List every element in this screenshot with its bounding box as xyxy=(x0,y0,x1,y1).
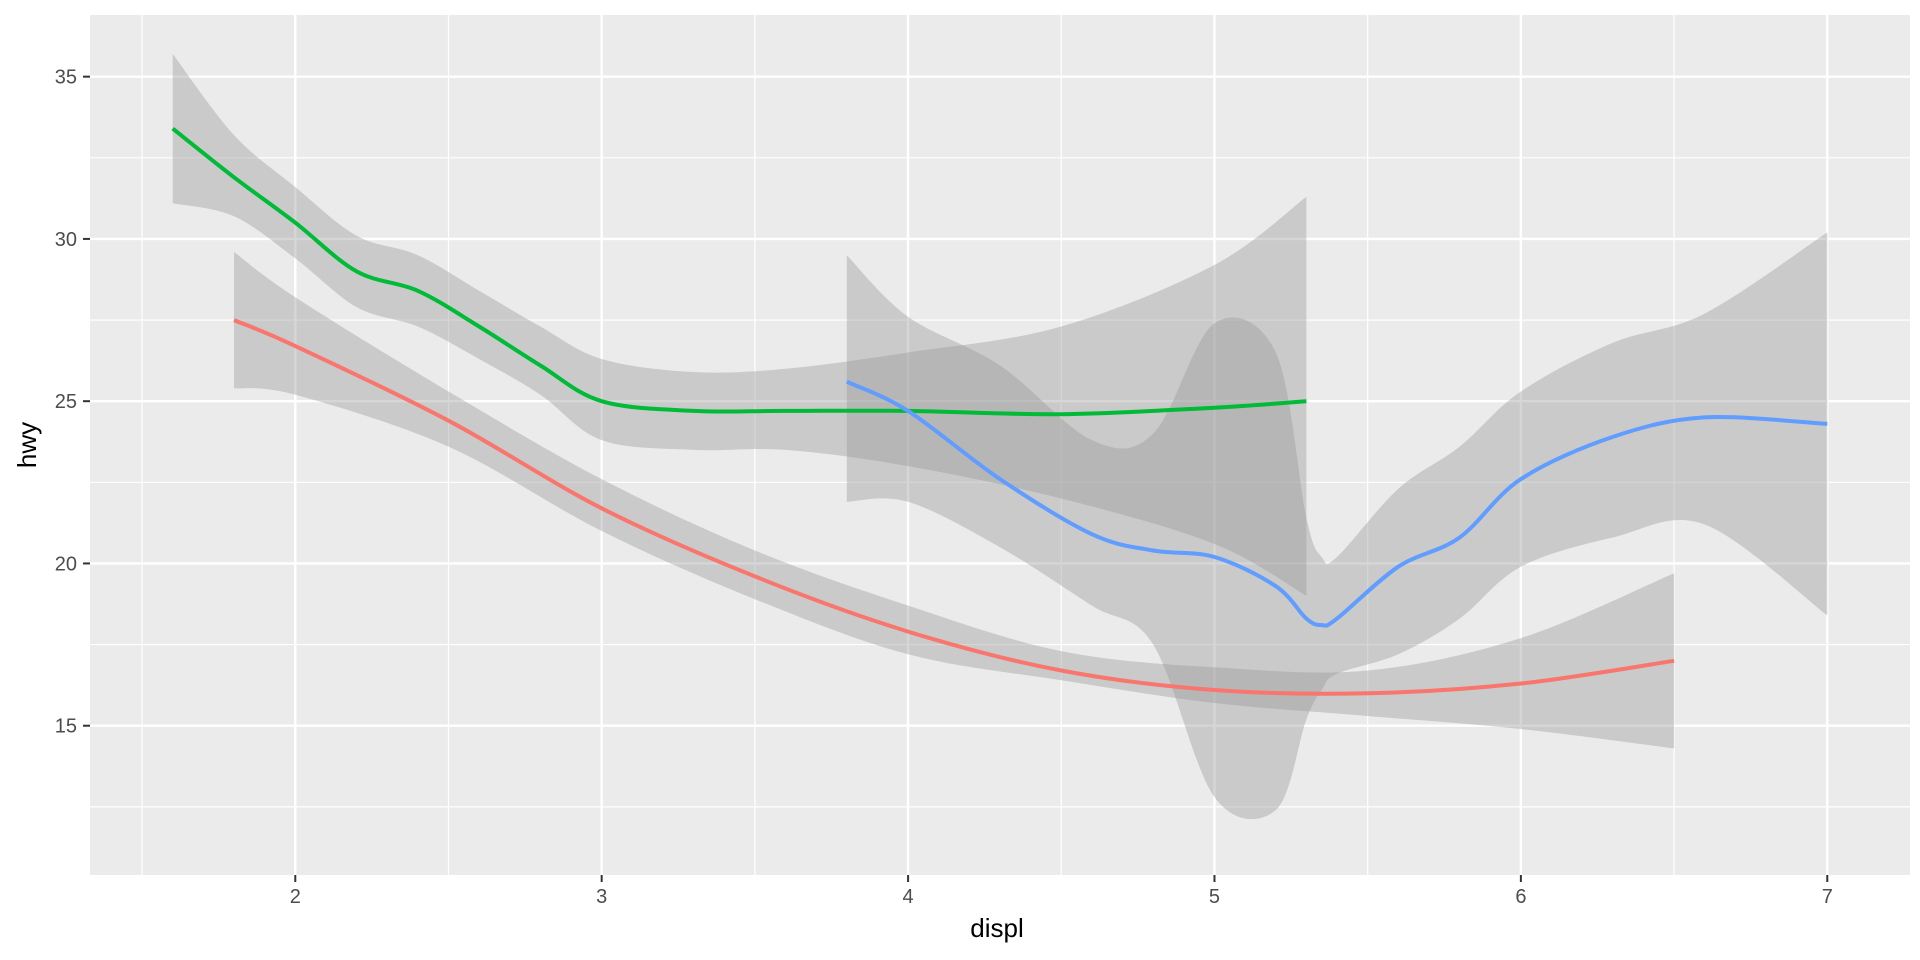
y-tick-label: 25 xyxy=(55,391,77,413)
smooth-line-3 xyxy=(845,379,1828,628)
grid-major xyxy=(90,15,1910,875)
y-tick-label: 20 xyxy=(55,553,77,575)
x-axis: 2 3 4 5 6 7 xyxy=(290,875,1833,908)
y-axis: 15 20 25 30 35 xyxy=(55,67,90,738)
x-tick-label: 6 xyxy=(1515,886,1526,908)
confidence-ribbon-1 xyxy=(234,251,1675,749)
confidence-ribbon-2 xyxy=(172,53,1307,596)
grid-minor xyxy=(90,15,1910,875)
smooth-line-1 xyxy=(233,318,1675,696)
y-tick-label: 15 xyxy=(55,716,77,738)
confidence-ribbon-3 xyxy=(846,232,1828,820)
smooth-lines xyxy=(171,127,1828,696)
x-tick-label: 4 xyxy=(903,886,914,908)
y-tick-label: 30 xyxy=(55,229,77,251)
x-tick-label: 5 xyxy=(1209,886,1220,908)
y-tick-label: 35 xyxy=(55,67,77,89)
x-tick-label: 3 xyxy=(596,886,607,908)
x-axis-title: displ xyxy=(970,913,1023,943)
x-tick-label: 7 xyxy=(1822,886,1833,908)
y-axis-title: hwy xyxy=(12,422,42,468)
confidence-ribbons xyxy=(172,53,1828,820)
smooth-line-2 xyxy=(171,127,1307,417)
x-tick-label: 2 xyxy=(290,886,301,908)
